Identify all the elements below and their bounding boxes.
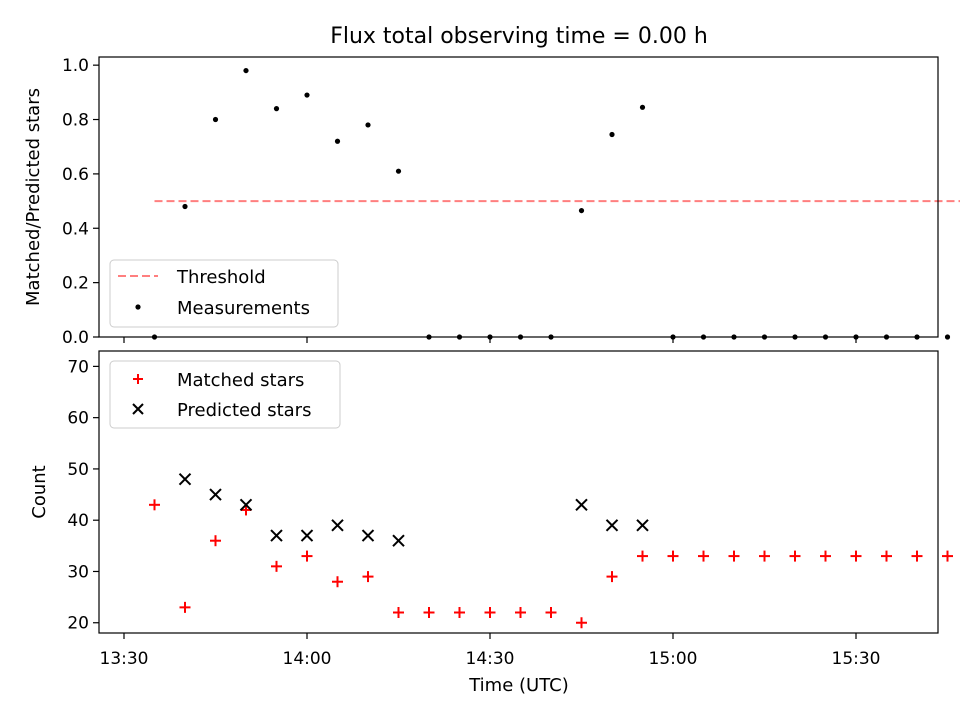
measurement-point — [213, 117, 218, 122]
x-tick-label: 14:30 — [466, 649, 515, 669]
top-y-tick-label: 0.8 — [62, 111, 89, 131]
top-y-axis-label: Matched/Predicted stars — [23, 88, 44, 306]
bottom-y-tick-label: 50 — [67, 460, 89, 480]
x-tick-label: 15:30 — [832, 649, 881, 669]
x-tick-label: 15:00 — [649, 649, 698, 669]
x-axis-label: Time (UTC) — [468, 675, 569, 696]
bottom-y-tick-label: 40 — [67, 511, 89, 531]
bottom-y-tick-label: 20 — [67, 614, 89, 634]
measurement-point — [304, 92, 309, 97]
top-legend: Threshold Measurements — [110, 260, 338, 327]
x-tick-label: 13:30 — [100, 649, 149, 669]
chart-title: Flux total observing time = 0.00 h — [330, 24, 708, 49]
top-y-tick-label: 0.6 — [62, 165, 89, 185]
measurement-point — [365, 122, 370, 127]
legend-predicted-label: Predicted stars — [177, 400, 311, 421]
measurement-point — [945, 334, 950, 339]
measurement-point — [396, 169, 401, 174]
measurement-point — [579, 208, 584, 213]
measurement-point — [243, 68, 248, 73]
top-y-tick-label: 1.0 — [62, 56, 89, 76]
bottom-y-tick-label: 30 — [67, 562, 89, 582]
bottom-y-tick-label: 70 — [67, 357, 89, 377]
measurement-point — [640, 105, 645, 110]
measurement-point — [335, 139, 340, 144]
bottom-y-axis-label: Count — [29, 465, 50, 518]
measurement-point — [182, 204, 187, 209]
measurement-point — [609, 132, 614, 137]
legend-measurements-label: Measurements — [177, 298, 310, 319]
measurement-point — [274, 106, 279, 111]
legend-measurements-swatch — [135, 304, 140, 309]
top-y-tick-label: 0.2 — [62, 274, 89, 294]
bottom-legend: Matched stars Predicted stars — [110, 361, 340, 428]
bottom-y-tick-label: 60 — [67, 409, 89, 429]
top-y-tick-label: 0.4 — [62, 219, 89, 239]
x-tick-label: 14:00 — [283, 649, 332, 669]
legend-threshold-label: Threshold — [176, 267, 266, 288]
legend-matched-label: Matched stars — [177, 370, 304, 391]
top-y-tick-label: 0.0 — [62, 328, 89, 348]
